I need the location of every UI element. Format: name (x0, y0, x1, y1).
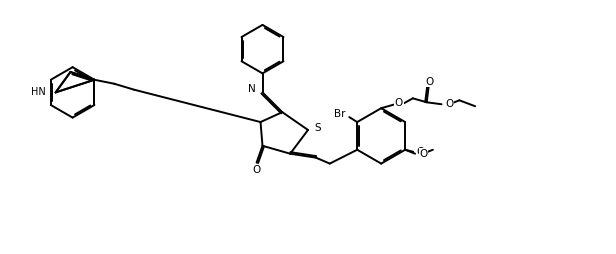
Text: O: O (253, 165, 261, 174)
Text: S: S (314, 123, 320, 133)
Text: HN: HN (31, 87, 46, 97)
Text: N: N (248, 84, 256, 94)
Text: O: O (445, 99, 454, 109)
Text: O: O (395, 98, 403, 108)
Text: O: O (426, 76, 434, 87)
Text: O: O (417, 147, 425, 157)
Text: Br: Br (334, 109, 346, 119)
Text: O: O (419, 149, 428, 159)
